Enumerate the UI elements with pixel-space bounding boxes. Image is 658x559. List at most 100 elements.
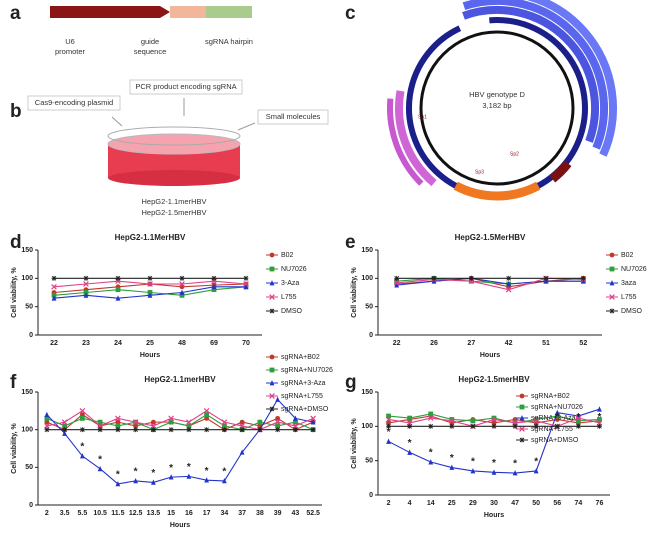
point	[221, 423, 227, 429]
callout-box	[27, 95, 121, 111]
point	[292, 427, 298, 433]
point	[79, 412, 85, 417]
x-tick-label: 52	[579, 340, 587, 347]
y-tick-label: 50	[25, 304, 33, 311]
point	[407, 415, 413, 421]
point	[269, 380, 275, 386]
point	[179, 289, 185, 295]
point	[470, 418, 476, 424]
legend-label: sgRNA+3-Aza	[531, 415, 576, 422]
x-tick-label: 39	[274, 510, 282, 517]
point	[428, 459, 434, 465]
orf-arc	[387, 98, 424, 186]
chart-title: HepG2-1.5merHBV	[458, 375, 530, 384]
point	[243, 275, 249, 281]
x-tick-label: 22	[393, 340, 401, 347]
panel-label: e	[345, 232, 356, 253]
point	[186, 423, 192, 429]
significance-mark: *	[169, 463, 173, 474]
point	[44, 415, 50, 421]
point	[133, 477, 139, 484]
point	[519, 415, 525, 421]
point	[609, 280, 615, 286]
x-tick-label: 2	[45, 510, 49, 517]
y-tick-label: 0	[29, 502, 33, 509]
x-tick-label: 22	[50, 340, 58, 347]
x-tick-label: 4	[408, 500, 412, 507]
x-tick-label: 25	[146, 340, 154, 347]
orf-arc	[549, 160, 572, 183]
panel-label: a	[10, 3, 21, 24]
arrow	[111, 116, 123, 127]
series-line	[46, 410, 314, 431]
panel-label: d	[10, 232, 22, 253]
point	[147, 292, 153, 298]
point	[62, 423, 68, 429]
x-tick-label: 42	[505, 340, 513, 347]
point	[491, 416, 497, 423]
dish-lid	[107, 126, 241, 146]
point	[597, 406, 602, 412]
point	[115, 275, 121, 281]
significance-mark: *	[205, 466, 209, 477]
point	[221, 427, 227, 433]
point	[44, 411, 50, 417]
point	[386, 413, 391, 419]
significance-mark: *	[492, 458, 496, 469]
legend-label: L755	[281, 294, 297, 301]
point	[203, 408, 210, 414]
x-axis-label: Hours	[480, 352, 500, 359]
point	[543, 275, 549, 281]
point	[533, 418, 540, 424]
point	[150, 427, 156, 433]
chart-title: HepG2-1.5MerHBV	[455, 233, 526, 242]
panel-label: b	[10, 101, 22, 122]
significance-mark: *	[187, 462, 191, 473]
x-tick-label: 30	[490, 500, 498, 507]
dish-top	[107, 133, 241, 155]
point	[292, 415, 298, 421]
point	[449, 417, 455, 422]
dish-base	[108, 170, 240, 186]
chart-title: HepG2-1.1MerHBV	[115, 233, 186, 242]
point	[51, 295, 57, 301]
point	[257, 427, 263, 433]
y-axis-label: Cell viability, %	[351, 418, 358, 469]
x-tick-label: 50	[532, 500, 540, 507]
significance-mark: *	[116, 470, 120, 481]
promoter-label: U6	[65, 37, 75, 46]
point	[115, 287, 121, 293]
hairpin-block	[206, 6, 252, 18]
point	[79, 415, 85, 421]
feature-label: Sp3	[475, 169, 484, 175]
y-tick-label: 100	[361, 423, 373, 430]
point	[310, 419, 316, 425]
x-axis-label: Hours	[484, 512, 504, 519]
x-tick-label: 74	[574, 500, 582, 507]
legend-label: sgRNA+DMSO	[281, 406, 329, 413]
panel-label: f	[10, 372, 17, 393]
legend-label: B02	[621, 252, 634, 259]
point	[519, 437, 525, 443]
point	[79, 453, 85, 459]
point	[186, 473, 192, 479]
point	[221, 477, 227, 484]
plasmid-size: 3,182 bp	[482, 101, 511, 110]
x-tick-label: 13.5	[147, 510, 161, 517]
point	[269, 280, 275, 286]
point	[491, 469, 497, 475]
point	[133, 427, 139, 433]
point	[97, 465, 103, 472]
series-line	[46, 398, 314, 485]
x-tick-label: 25	[448, 500, 456, 507]
legend-label: DMSO	[281, 308, 303, 315]
point	[97, 419, 103, 425]
series-line	[46, 413, 314, 431]
panel-label: g	[345, 372, 357, 393]
x-tick-label: 48	[178, 340, 186, 347]
significance-mark: *	[534, 457, 538, 468]
y-axis-label: Cell viability, %	[11, 267, 18, 318]
point	[186, 419, 192, 425]
point	[269, 294, 275, 300]
point	[407, 423, 413, 429]
